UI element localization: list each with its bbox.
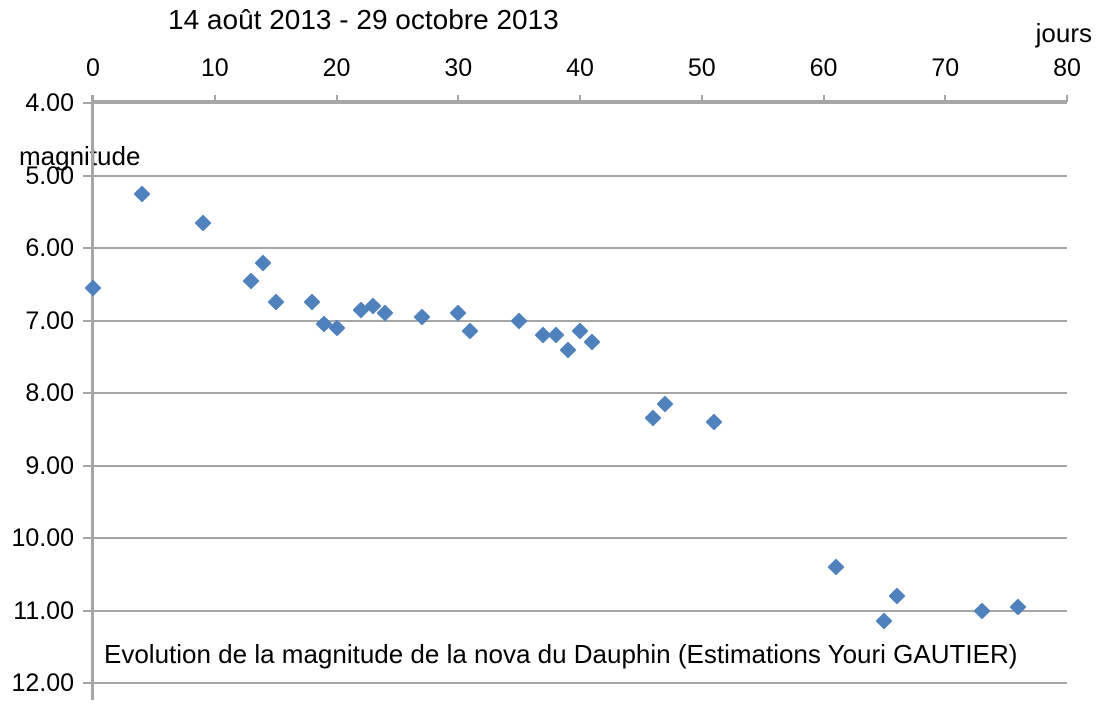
x-tick-label: 10 [200,54,229,82]
x-tick-label: 60 [809,54,838,82]
data-point-marker [303,293,321,311]
x-axis-tick [457,95,460,102]
data-point-marker [875,612,893,630]
y-tick-label: 12.00 [11,669,74,697]
x-axis-tick [335,95,338,102]
x-tick-label: 50 [687,54,716,82]
y-tick-label: 9.00 [25,451,74,480]
data-point-marker [84,279,102,297]
chart-title: 14 août 2013 - 29 octobre 2013 [168,4,559,35]
y-tick-label: 4.00 [25,89,74,117]
data-point-marker [583,333,601,351]
y-tick-label: 11.00 [13,596,74,625]
x-tick-label: 20 [322,54,351,82]
chart-caption: Evolution de la magnitude de la nova du … [104,639,1018,669]
x-axis-tick [213,95,216,102]
x-tick-label: 80 [1053,54,1081,82]
gridline [83,174,1067,177]
data-point-marker [267,293,285,311]
data-point-marker [133,185,151,203]
data-point-marker [973,602,991,619]
gridline [83,247,1067,249]
data-point-marker [242,272,260,290]
data-point-marker [413,308,431,326]
data-point-marker [705,413,723,431]
x-axis-tick [579,95,581,102]
gridline [83,609,1067,612]
x-tick-label: 70 [931,54,960,82]
x-axis-label-jours: jours [1035,18,1092,48]
x-tick-label: 40 [566,54,594,82]
data-point-marker [827,558,845,576]
y-tick-label: 8.00 [25,379,74,407]
data-point-marker [547,326,565,344]
data-point-marker [571,322,589,340]
data-point-marker [656,395,674,413]
data-point-marker [644,409,662,427]
y-tick-label: 6.00 [25,234,74,262]
y-axis-label-magnitude: magnitude [19,141,141,171]
y-tick-label: 5.00 [25,161,74,190]
gridline [83,319,1067,322]
data-point-marker [461,322,479,340]
gridline [83,682,1067,684]
x-axis-tick [822,95,825,102]
data-point-marker [1009,598,1027,616]
x-tick-label: 30 [444,54,473,82]
x-tick-label: 0 [86,54,100,82]
y-axis-line [91,95,94,700]
gridline [83,537,1067,539]
gridline [83,464,1067,467]
y-tick-label: 7.00 [25,306,74,335]
x-axis-tick [1066,95,1068,102]
x-axis-tick [944,95,947,102]
data-point-marker [888,587,906,605]
x-axis-tick [700,95,703,102]
gridline [83,102,1067,104]
data-point-marker [194,214,212,232]
data-point-marker [559,341,577,358]
data-point-marker [510,312,528,329]
data-point-marker [254,254,272,271]
gridline [83,392,1067,394]
x-axis-tick [92,95,94,102]
y-tick-label: 10.00 [11,524,74,552]
